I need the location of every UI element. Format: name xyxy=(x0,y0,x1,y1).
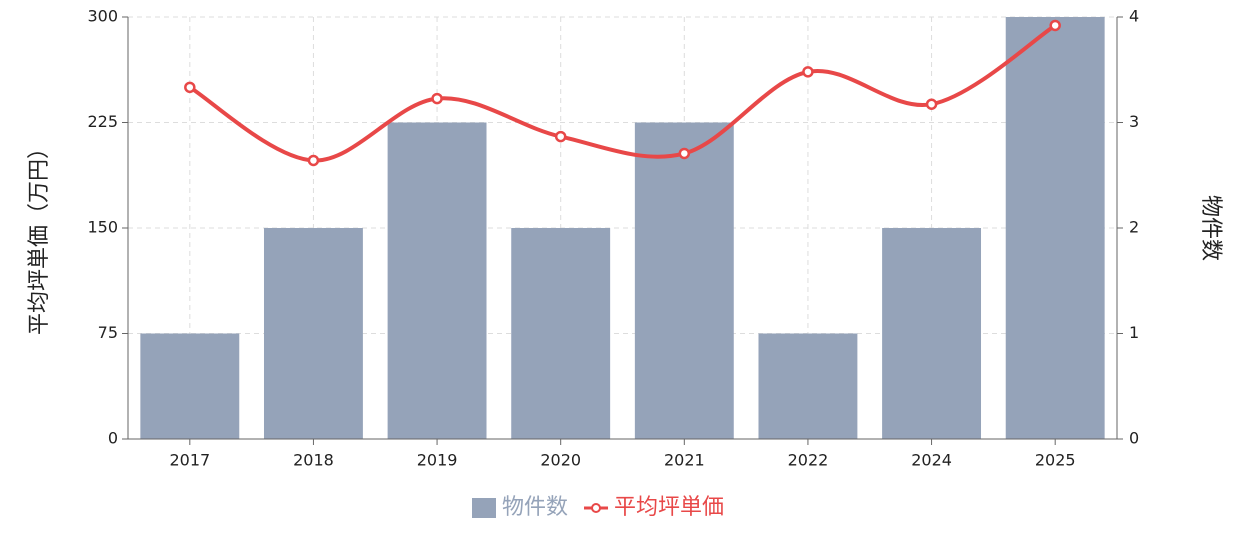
x-tick-label: 2025 xyxy=(1035,451,1076,470)
legend-label: 平均坪単価 xyxy=(614,495,724,520)
line-marker xyxy=(307,154,320,167)
x-tick-label: 2021 xyxy=(664,451,705,470)
y2-tick-label: 1 xyxy=(1129,323,1139,342)
line-marker xyxy=(554,130,567,143)
y-tick-label: 225 xyxy=(87,112,118,131)
legend-label: 物件数 xyxy=(502,495,568,520)
bar xyxy=(1005,17,1105,439)
bar xyxy=(882,228,982,439)
x-tick-label: 2019 xyxy=(417,451,458,470)
y-tick-label: 300 xyxy=(87,7,118,26)
legend-marker xyxy=(591,503,602,513)
line-marker xyxy=(184,81,196,94)
legend-swatch xyxy=(472,498,496,518)
bar xyxy=(387,122,487,439)
y2-tick-label: 0 xyxy=(1129,429,1139,448)
y2-tick-label: 3 xyxy=(1129,112,1139,131)
legend: 物件数 平均坪単価 xyxy=(472,495,724,520)
y-tick-label: 150 xyxy=(87,218,118,237)
line xyxy=(188,23,1057,163)
y2-tick-label: 4 xyxy=(1129,7,1139,26)
bar xyxy=(758,333,858,439)
line-marker xyxy=(431,92,443,105)
x-tick-label: 2020 xyxy=(540,451,581,470)
x-tick-label: 2018 xyxy=(293,451,334,470)
y2-axis-title: 物件数 xyxy=(1198,195,1223,261)
line-marker xyxy=(678,147,691,160)
x-tick-label: 2024 xyxy=(911,451,952,470)
x-tick-label: 2022 xyxy=(788,451,829,470)
bar xyxy=(511,228,611,439)
bar xyxy=(140,333,240,439)
bar xyxy=(263,228,363,439)
y-tick-label: 75 xyxy=(98,323,118,342)
y-axis-title: 平均坪単価（万円） xyxy=(27,137,52,335)
line-marker xyxy=(1049,19,1061,32)
y2-tick-label: 2 xyxy=(1129,218,1139,237)
line-marker xyxy=(925,98,938,110)
bar xyxy=(634,122,734,439)
line-marker xyxy=(802,66,814,78)
y-tick-label: 0 xyxy=(108,429,118,448)
x-tick-label: 2017 xyxy=(169,451,210,470)
